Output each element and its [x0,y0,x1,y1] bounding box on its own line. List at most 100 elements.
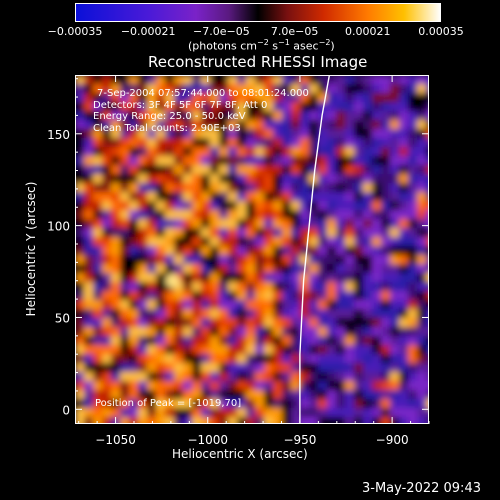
heatmap-cell [426,291,429,302]
heatmap-cell [165,282,176,293]
heatmap-cell [138,201,149,212]
heatmap-cell [399,237,410,248]
heatmap-cell [381,75,392,86]
heatmap-cell [219,372,230,383]
heatmap-cell [273,264,284,275]
heatmap-cell [264,228,275,239]
heatmap-cell [111,291,122,302]
heatmap-cell [237,219,248,230]
heatmap-cell [237,318,248,329]
heatmap-cell [84,255,95,266]
heatmap-cell [291,147,302,158]
heatmap-cell [300,309,311,320]
heatmap-cell [219,390,230,401]
heatmap-cell [354,264,365,275]
heatmap-cell [345,129,356,140]
heatmap-cell [120,93,131,104]
heatmap-cell [84,345,95,356]
heatmap-cell [282,318,293,329]
heatmap-cell [282,120,293,131]
heatmap-cell [93,201,104,212]
heatmap-cell [318,390,329,401]
heatmap-cell [165,309,176,320]
heatmap-cell [129,210,140,221]
heatmap-cell [219,291,230,302]
heatmap-cell [273,255,284,266]
heatmap-cell [246,372,257,383]
annotation-block: 7-Sep-2004 07:57:44.000 to 08:01:24.000 … [93,88,309,134]
heatmap-cell [264,210,275,221]
heatmap-cell [327,138,338,149]
heatmap-cell [390,192,401,203]
heatmap-cell [246,219,257,230]
heatmap-cell [138,156,149,167]
heatmap-cell [120,102,131,113]
heatmap-cell [300,327,311,338]
heatmap-cell [291,327,302,338]
heatmap-cell [408,174,419,185]
heatmap-cell [336,291,347,302]
heatmap-cell [327,219,338,230]
heatmap-cell [354,201,365,212]
heatmap-cell [165,381,176,392]
heatmap-cell [426,255,429,266]
heatmap-cell [390,363,401,374]
heatmap-cell [165,237,176,248]
heatmap-cell [300,417,311,424]
heatmap-cell [102,291,113,302]
heatmap-cell [246,120,257,131]
heatmap-cell [183,228,194,239]
heatmap-cell [210,318,221,329]
heatmap-cell [390,147,401,158]
heatmap-cell [138,381,149,392]
heatmap-cell [219,237,230,248]
heatmap-cell [300,120,311,131]
heatmap-cell [183,399,194,410]
heatmap-cell [426,417,429,424]
heatmap-cell [345,102,356,113]
heatmap-cell [282,372,293,383]
heatmap-cell [237,129,248,140]
heatmap-cell [219,120,230,131]
heatmap-cell [309,399,320,410]
heatmap-cell [381,417,392,424]
heatmap-cell [345,237,356,248]
heatmap-cell [354,183,365,194]
heatmap-cell [228,138,239,149]
heatmap-cell [345,336,356,347]
heatmap-cell [291,165,302,176]
heatmap-cell [255,129,266,140]
heatmap-cell [336,228,347,239]
heatmap-cell [273,228,284,239]
heatmap-cell [309,246,320,257]
heatmap-cell [273,84,284,95]
heatmap-cell [327,111,338,122]
heatmap-cell [183,417,194,424]
heatmap-cell [138,417,149,424]
heatmap-cell [210,246,221,257]
heatmap-cell [228,417,239,424]
heatmap-cell [408,120,419,131]
heatmap-cell [138,372,149,383]
heatmap-cell [237,192,248,203]
heatmap-cell [381,147,392,158]
heatmap-cell [219,192,230,203]
heatmap-cell [408,363,419,374]
heatmap-cell [138,165,149,176]
heatmap-cell [228,192,239,203]
heatmap-cell [174,327,185,338]
heatmap-cell [84,354,95,365]
heatmap-cell [147,165,158,176]
heatmap-cell [264,282,275,293]
heatmap-cell [120,336,131,347]
heatmap-cell [237,255,248,266]
heatmap-cell [246,282,257,293]
heatmap-cell [417,219,428,230]
heatmap-cell [336,273,347,284]
heatmap-cell [129,201,140,212]
heatmap-cell [363,93,374,104]
heatmap-cell [354,111,365,122]
heatmap-cell [372,318,383,329]
heatmap-cell [219,174,230,185]
heatmap-cell [336,165,347,176]
